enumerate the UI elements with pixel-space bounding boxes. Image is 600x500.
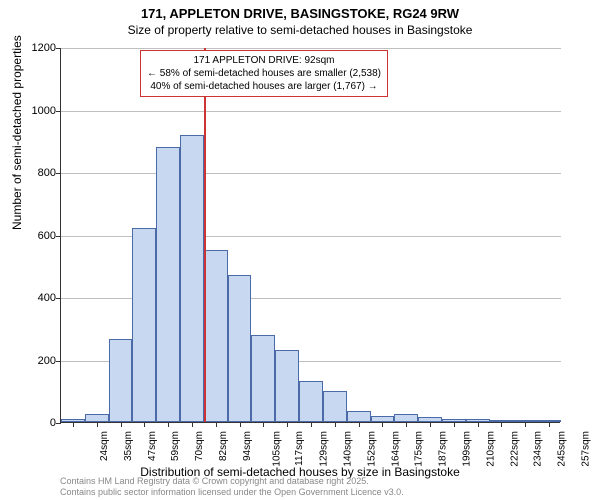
- x-tick-mark: [359, 422, 360, 427]
- x-tick-label: 47sqm: [147, 431, 158, 461]
- x-tick-mark: [335, 422, 336, 427]
- x-tick-mark: [121, 422, 122, 427]
- gridline-h: [61, 48, 561, 49]
- y-tick-mark: [56, 423, 61, 424]
- gridline-h: [61, 173, 561, 174]
- histogram-bar: [323, 391, 347, 422]
- attribution-text: Contains HM Land Registry data © Crown c…: [60, 476, 404, 498]
- histogram-bar: [251, 335, 275, 423]
- x-tick-mark: [168, 422, 169, 427]
- histogram-bar: [299, 381, 323, 422]
- x-tick-mark: [478, 422, 479, 427]
- x-tick-label: 234sqm: [533, 431, 544, 467]
- y-tick-label: 400: [38, 292, 56, 304]
- annotation-line: ← 58% of semi-detached houses are smalle…: [147, 67, 381, 80]
- x-tick-label: 245sqm: [557, 431, 568, 467]
- annotation-line: 171 APPLETON DRIVE: 92sqm: [147, 54, 381, 67]
- x-tick-mark: [406, 422, 407, 427]
- y-axis-label: Number of semi-detached properties: [10, 35, 24, 230]
- x-tick-mark: [144, 422, 145, 427]
- x-tick-mark: [240, 422, 241, 427]
- x-tick-mark: [216, 422, 217, 427]
- y-tick-label: 0: [50, 417, 56, 429]
- y-tick-mark: [56, 298, 61, 299]
- x-tick-mark: [73, 422, 74, 427]
- x-tick-label: 199sqm: [462, 431, 473, 467]
- attribution-line-2: Contains public sector information licen…: [60, 487, 404, 498]
- x-tick-label: 257sqm: [581, 431, 592, 467]
- x-tick-label: 82sqm: [218, 431, 229, 461]
- x-tick-mark: [501, 422, 502, 427]
- histogram-bar: [132, 228, 156, 422]
- y-tick-label: 200: [38, 355, 56, 367]
- x-tick-label: 175sqm: [414, 431, 425, 467]
- x-tick-mark: [525, 422, 526, 427]
- chart-subtitle: Size of property relative to semi-detach…: [0, 21, 600, 41]
- x-tick-mark: [192, 422, 193, 427]
- histogram-bar: [228, 275, 252, 422]
- y-tick-label: 1200: [32, 42, 56, 54]
- histogram-bar: [85, 414, 109, 422]
- x-tick-label: 222sqm: [509, 431, 520, 467]
- y-tick-mark: [56, 111, 61, 112]
- x-tick-label: 94sqm: [242, 431, 253, 461]
- annotation-box: 171 APPLETON DRIVE: 92sqm← 58% of semi-d…: [140, 50, 388, 97]
- histogram-bar: [275, 350, 299, 422]
- x-tick-mark: [549, 422, 550, 427]
- histogram-bar: [180, 135, 204, 423]
- y-tick-mark: [56, 361, 61, 362]
- x-tick-mark: [97, 422, 98, 427]
- histogram-bar: [156, 147, 180, 422]
- gridline-h: [61, 111, 561, 112]
- histogram-bar: [109, 339, 133, 422]
- x-tick-label: 140sqm: [343, 431, 354, 467]
- y-tick-label: 1000: [32, 105, 56, 117]
- x-tick-mark: [311, 422, 312, 427]
- x-tick-label: 59sqm: [170, 431, 181, 461]
- marker-vline: [204, 48, 206, 422]
- x-tick-label: 129sqm: [319, 431, 330, 467]
- x-tick-label: 152sqm: [366, 431, 377, 467]
- x-tick-mark: [287, 422, 288, 427]
- x-tick-label: 24sqm: [99, 431, 110, 461]
- x-tick-label: 117sqm: [294, 431, 305, 466]
- annotation-line: 40% of semi-detached houses are larger (…: [147, 80, 381, 93]
- x-tick-label: 164sqm: [390, 431, 401, 467]
- histogram-bar: [204, 250, 228, 422]
- x-tick-label: 187sqm: [438, 431, 449, 467]
- chart-title: 171, APPLETON DRIVE, BASINGSTOKE, RG24 9…: [0, 0, 600, 21]
- y-tick-label: 800: [38, 167, 56, 179]
- attribution-line-1: Contains HM Land Registry data © Crown c…: [60, 476, 404, 487]
- y-tick-mark: [56, 48, 61, 49]
- x-tick-mark: [430, 422, 431, 427]
- y-tick-mark: [56, 173, 61, 174]
- x-tick-mark: [382, 422, 383, 427]
- y-tick-mark: [56, 236, 61, 237]
- x-tick-mark: [454, 422, 455, 427]
- y-tick-label: 600: [38, 230, 56, 242]
- x-tick-label: 105sqm: [271, 431, 282, 467]
- x-tick-label: 210sqm: [485, 431, 496, 467]
- x-tick-label: 70sqm: [194, 431, 205, 461]
- histogram-bar: [394, 414, 418, 422]
- x-tick-label: 35sqm: [123, 431, 134, 461]
- plot-area: [60, 48, 560, 423]
- histogram-bar: [347, 411, 371, 422]
- chart-container: 171, APPLETON DRIVE, BASINGSTOKE, RG24 9…: [0, 0, 600, 500]
- x-tick-mark: [263, 422, 264, 427]
